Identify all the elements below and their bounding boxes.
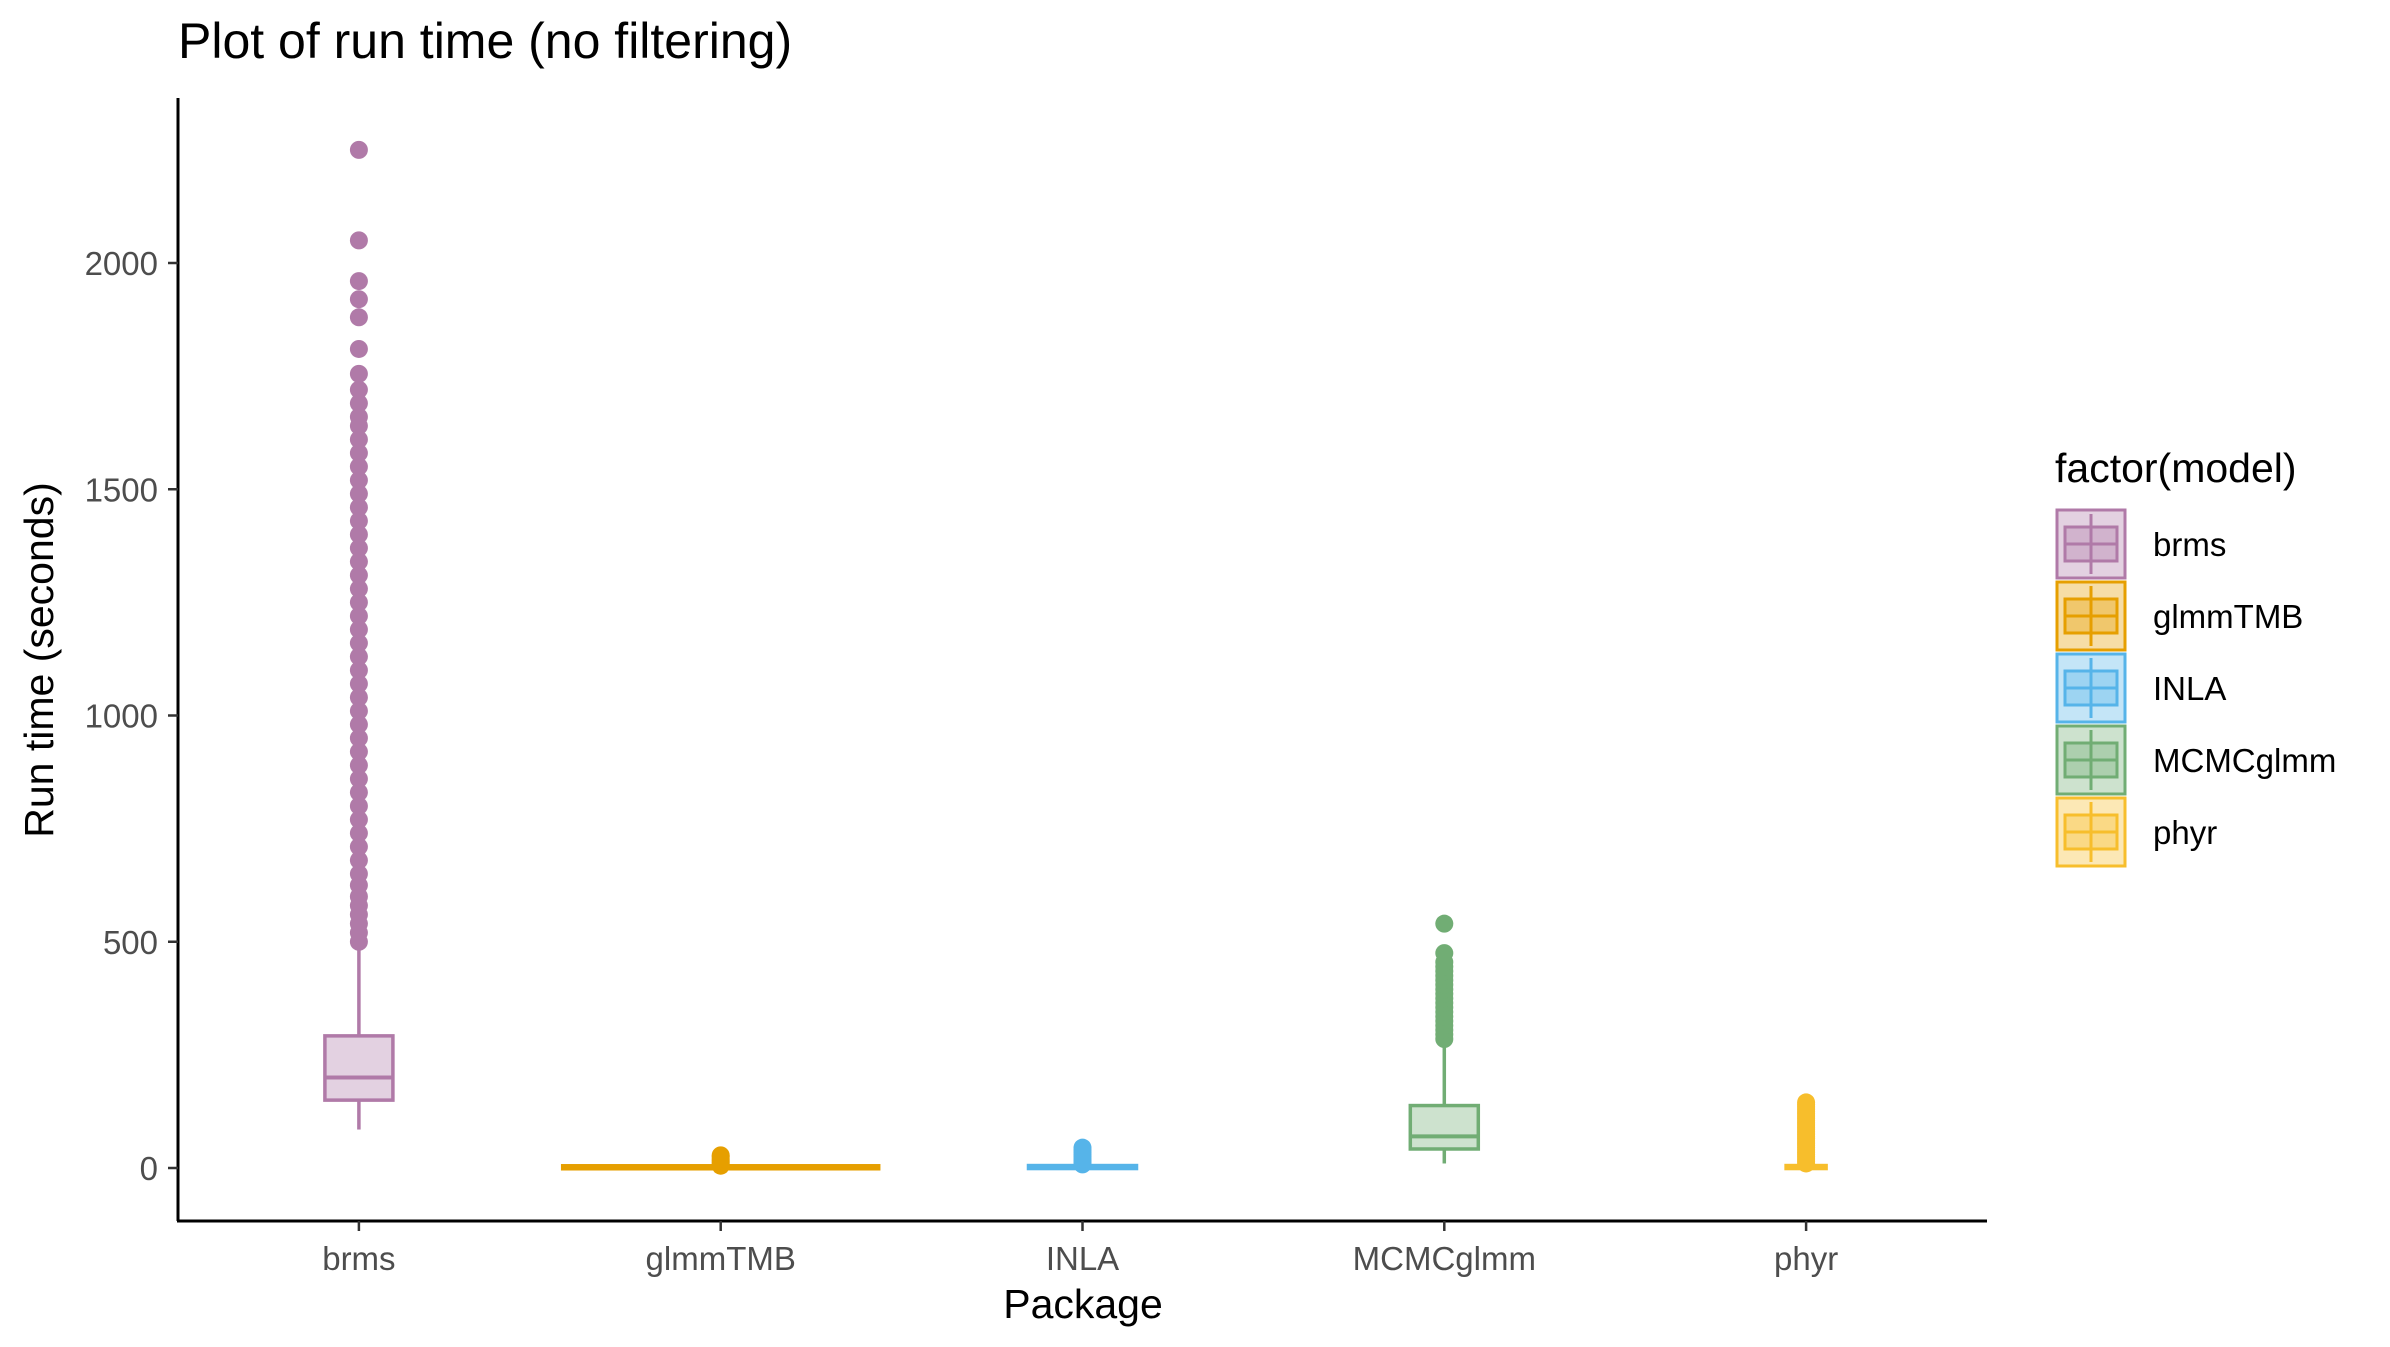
outlier-point xyxy=(349,756,368,775)
outlier-point xyxy=(349,525,368,544)
outlier-point xyxy=(711,1146,730,1165)
outlier-point xyxy=(349,783,368,802)
y-tick-label: 1000 xyxy=(85,698,158,735)
outlier-point xyxy=(1435,944,1454,963)
outlier-point xyxy=(349,674,368,693)
outlier-point xyxy=(349,688,368,707)
outlier-point xyxy=(349,290,368,309)
outlier-point xyxy=(349,364,368,383)
outlier-point xyxy=(349,606,368,625)
legend-label: MCMCglmm xyxy=(2153,742,2336,779)
x-tick-label: INLA xyxy=(1046,1240,1119,1277)
y-axis-label: Run time (seconds) xyxy=(16,482,62,837)
legend-title: factor(model) xyxy=(2055,445,2297,491)
outlier-point xyxy=(349,864,368,883)
box-group-mcmcglmm xyxy=(1408,914,1481,1164)
outlier-point xyxy=(1073,1138,1092,1157)
outlier-point xyxy=(349,593,368,612)
legend: factor(model) brms glmmTMB INLA MCMCglmm phy… xyxy=(2055,445,2336,868)
x-axis-label: Package xyxy=(1003,1281,1163,1327)
chart-title: Plot of run time (no filtering) xyxy=(178,13,792,69)
outlier-point xyxy=(349,539,368,558)
outlier-point xyxy=(349,140,368,159)
outlier-point xyxy=(349,484,368,503)
outlier-point xyxy=(349,380,368,399)
outlier-point xyxy=(349,579,368,598)
outlier-point xyxy=(349,471,368,490)
legend-label: INLA xyxy=(2153,670,2226,707)
outlier-point xyxy=(349,729,368,748)
legend-item-brms: brms xyxy=(2055,508,2226,580)
outlier-point xyxy=(349,407,368,426)
outlier-point xyxy=(349,661,368,680)
box-group-inla xyxy=(1026,1138,1139,1174)
legend-item-glmmtmb: glmmTMB xyxy=(2055,580,2303,652)
y-tick-label: 1500 xyxy=(85,471,158,508)
outlier-point xyxy=(349,498,368,517)
outlier-point xyxy=(349,851,368,870)
outlier-point xyxy=(349,308,368,327)
legend-item-mcmcglmm: MCMCglmm xyxy=(2055,724,2336,796)
box xyxy=(323,1034,395,1102)
outlier-point xyxy=(349,457,368,476)
outlier-point xyxy=(349,552,368,571)
legend-label: glmmTMB xyxy=(2153,598,2303,635)
outlier-point xyxy=(349,620,368,639)
outlier-point xyxy=(349,272,368,291)
outlier-point xyxy=(1797,1093,1816,1112)
outlier-point xyxy=(349,511,368,530)
outlier-point xyxy=(349,339,368,358)
legend-item-inla: INLA xyxy=(2055,652,2226,724)
y-axis-ticks: 0 500 1000 1500 2000 xyxy=(85,245,178,1187)
outlier-point xyxy=(349,810,368,829)
x-tick-label: brms xyxy=(322,1240,395,1277)
outlier-point xyxy=(349,231,368,250)
x-tick-label: phyr xyxy=(1774,1240,1838,1277)
outlier-point xyxy=(349,742,368,761)
box xyxy=(1408,1103,1481,1151)
outlier-point xyxy=(349,837,368,856)
outlier-point xyxy=(349,824,368,843)
legend-item-phyr: phyr xyxy=(2055,796,2217,868)
legend-label: phyr xyxy=(2153,814,2217,851)
box-group-phyr xyxy=(1784,1093,1828,1173)
outlier-point xyxy=(349,444,368,463)
outlier-point xyxy=(349,430,368,449)
outlier-point xyxy=(349,769,368,788)
plot-panel xyxy=(323,140,1828,1175)
y-tick-label: 500 xyxy=(103,924,158,961)
outlier-point xyxy=(349,715,368,734)
outlier-point xyxy=(349,797,368,815)
y-tick-label: 0 xyxy=(140,1150,158,1187)
box-group-glmmtmb xyxy=(560,1146,881,1175)
outlier-point xyxy=(349,701,368,720)
outlier-point xyxy=(349,394,368,413)
outlier-point xyxy=(1435,914,1454,933)
outlier-point xyxy=(349,566,368,585)
x-tick-label: glmmTMB xyxy=(646,1240,796,1277)
outlier-point xyxy=(349,634,368,653)
x-axis-ticks: brms glmmTMB INLA MCMCglmm phyr xyxy=(322,1221,1838,1277)
box-group-brms xyxy=(323,140,395,1130)
y-tick-label: 2000 xyxy=(85,245,158,282)
legend-label: brms xyxy=(2153,526,2226,563)
outlier-point xyxy=(349,647,368,666)
x-tick-label: MCMCglmm xyxy=(1353,1240,1536,1277)
